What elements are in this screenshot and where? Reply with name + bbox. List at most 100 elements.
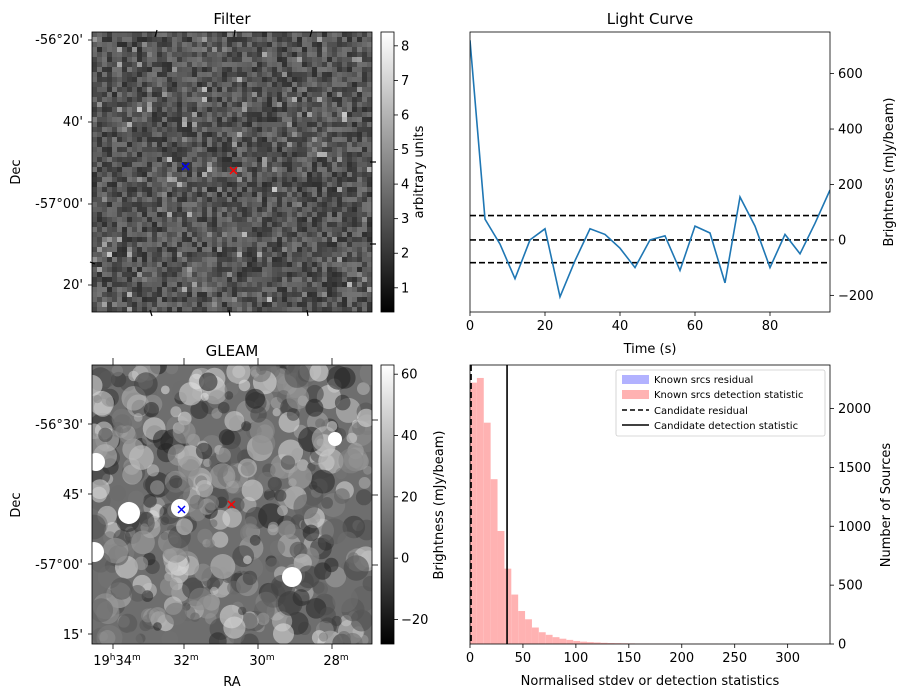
colorbar-tick-label: 40	[401, 429, 418, 444]
x-tick-label: 80	[762, 319, 779, 334]
gleam-image	[92, 365, 372, 644]
y-tick-label: 400	[838, 123, 863, 138]
colorbar-tick-label: 60	[401, 368, 418, 383]
light-curve-y-ticks: −200 0 200 400 600	[830, 67, 874, 304]
colorbar-tick-label: 5	[401, 143, 409, 158]
histogram-bar	[593, 642, 601, 644]
y-tick-label: 0	[838, 638, 846, 653]
colorbar-tick-label: 3	[401, 212, 409, 227]
histogram-x-ticks: 0 50 100 150 200 250 300	[466, 644, 800, 666]
histogram-bar	[559, 638, 567, 644]
gleam-top-ticks	[112, 358, 378, 566]
histogram-right-ylabel: Number of Sources	[879, 443, 894, 568]
gleam-blue-marker	[177, 505, 186, 514]
histogram-bar	[490, 479, 498, 644]
light-curve-title: Light Curve	[607, 10, 693, 28]
legend-label: Candidate residual	[654, 406, 748, 417]
legend-label: Known srcs residual	[654, 375, 753, 386]
histogram-legend: Known srcs residual Known srcs detection…	[615, 369, 826, 437]
filter-colorbar	[380, 31, 395, 313]
x-tick-label: 0	[466, 319, 474, 334]
filter-dec-tick: -56°20'	[35, 33, 83, 48]
colorbar-tick-label: 2	[401, 247, 409, 262]
filter-dec-tickmarks	[88, 39, 92, 286]
filter-dec-ticks: -56°20' 40' -57°00' 20'	[35, 33, 83, 293]
gleam-ra-ticks: 19h34m 32m 30m 28m	[93, 653, 348, 669]
legend-label: Candidate detection statistic	[654, 421, 798, 432]
histogram-bar	[525, 619, 532, 644]
histogram-xlabel: Normalised stdev or detection statistics	[521, 674, 780, 689]
filter-blue-marker	[181, 162, 190, 171]
gleam-ra-tick: 32m	[173, 653, 198, 669]
gleam-ylabel: Dec	[9, 492, 24, 517]
gleam-panel: GLEAM -56°30' 45' -57°00' 15'	[9, 342, 428, 690]
x-tick-label: 150	[616, 651, 641, 666]
x-tick-label: 60	[687, 319, 704, 334]
histogram-bar	[580, 641, 587, 644]
filter-title: Filter	[213, 10, 251, 28]
legend-box	[615, 369, 826, 437]
gleam-dec-tick: 45'	[63, 488, 83, 503]
light-curve-xlabel: Time (s)	[623, 342, 677, 357]
histogram-panel: 0 50 100 150 200 250 300 0 500 1000 1500 2000 Norm…	[432, 364, 894, 689]
filter-frame	[91, 31, 373, 313]
histogram-y-ticks: 0 500 1000 1500 2000	[830, 402, 871, 653]
colorbar-tick-label: 8	[401, 39, 409, 54]
histogram-left-ylabel: Brightness (mJy/beam)	[432, 431, 447, 580]
filter-dec-tick: 40'	[63, 115, 83, 130]
filter-image	[92, 32, 372, 312]
colorbar-tick-label: 1	[401, 281, 409, 296]
x-tick-label: 20	[537, 319, 554, 334]
gleam-colorbar-ticks: −20 0 20 40 60	[394, 368, 428, 628]
light-curve-plot	[470, 40, 830, 300]
y-tick-label: 1000	[838, 520, 871, 535]
gleam-dec-tick: -56°30'	[35, 418, 83, 433]
light-curve-ylabel: Brightness (mJy/beam)	[882, 98, 897, 247]
gleam-xlabel: RA	[223, 675, 241, 690]
gleam-ra-tick: 28m	[323, 653, 348, 669]
x-tick-label: 300	[775, 651, 800, 666]
gleam-ra-tick: 19h34m	[93, 653, 141, 669]
x-tick-label: 200	[669, 651, 694, 666]
histogram-bar	[476, 377, 484, 644]
filter-colorbar-ticks: 1 2 3 4 5 6 7 8	[394, 39, 409, 296]
histogram-bar	[587, 642, 594, 644]
gleam-red-marker	[227, 500, 236, 509]
histogram-bar	[483, 422, 491, 644]
histogram-bar	[531, 627, 539, 644]
legend-swatch-residual	[622, 375, 649, 384]
colorbar-tick-label: 6	[401, 108, 409, 123]
histogram-bar	[573, 640, 581, 644]
filter-markers	[181, 162, 238, 175]
histogram-bar	[600, 642, 608, 644]
gleam-dec-tickmarks	[88, 423, 333, 649]
y-tick-label: 2000	[838, 402, 871, 417]
y-tick-label: 0	[838, 233, 846, 248]
x-tick-label: 0	[466, 651, 474, 666]
filter-ylabel: Dec	[9, 159, 24, 184]
gleam-dec-tick: -57°00'	[35, 558, 83, 573]
colorbar-tick-label: −20	[401, 613, 428, 628]
histogram-bar	[607, 643, 615, 644]
filter-dec-tick: 20'	[63, 278, 83, 293]
y-tick-label: 500	[838, 579, 863, 594]
colorbar-tick-label: 0	[401, 552, 409, 567]
filter-dec-tick: -57°00'	[35, 197, 83, 212]
gleam-title: GLEAM	[206, 342, 259, 360]
histogram-frame	[469, 364, 831, 645]
gleam-frame	[91, 364, 373, 645]
colorbar-tick-label: 20	[401, 490, 418, 505]
legend-label: Known srcs detection statistic	[654, 390, 803, 401]
filter-edge-ticks	[89, 29, 376, 317]
y-tick-label: 600	[838, 67, 863, 82]
filter-panel: Filter -56°20' 40' -57°00' 20'	[9, 10, 427, 317]
colorbar-tick-label: 4	[401, 178, 409, 193]
legend-swatch-detection	[622, 390, 649, 399]
y-tick-label: −200	[838, 289, 874, 304]
histogram-bar	[566, 639, 574, 644]
gleam-dec-ticks: -56°30' 45' -57°00' 15'	[35, 418, 83, 643]
histogram-bar	[511, 594, 519, 644]
histogram-plot	[470, 365, 815, 644]
histogram-bar	[538, 632, 546, 644]
